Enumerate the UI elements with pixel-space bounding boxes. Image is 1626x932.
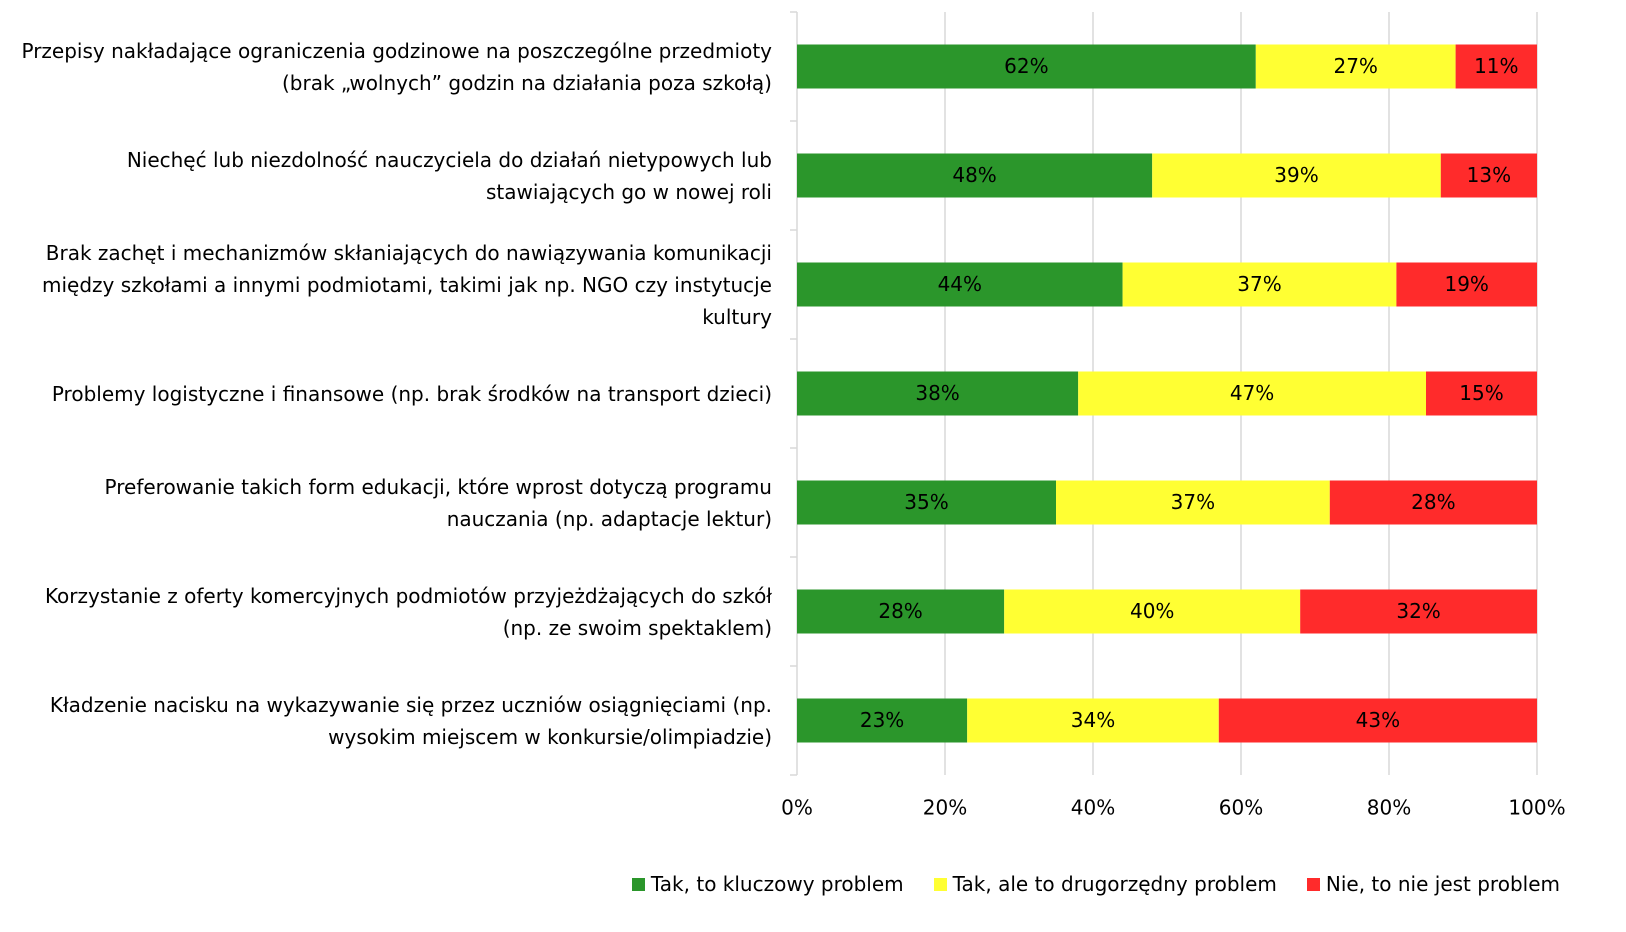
value-label: 37% [1237,272,1281,296]
legend-swatch [1306,877,1320,891]
bar-segment [797,44,1256,89]
value-label: 34% [1071,708,1115,732]
bar-segment [1056,480,1330,525]
bar-segment [1004,589,1301,634]
value-label: 43% [1356,708,1400,732]
x-tick-label: 60% [1219,796,1263,820]
bar-segment [797,480,1056,525]
value-label: 11% [1474,54,1518,78]
legend-label: Tak, to kluczowy problem [650,872,904,896]
value-label: 40% [1130,599,1174,623]
legend-swatch [933,877,947,891]
x-tick-label: 100% [1508,796,1565,820]
bar-segment [1078,371,1426,416]
category-label: Brak zachęt i mechanizmów skłaniających … [41,240,772,329]
value-label: 27% [1333,54,1377,78]
legend-label: Tak, ale to drugorzędny problem [952,872,1277,896]
value-label: 23% [860,708,904,732]
bar-segment [1218,698,1537,743]
value-label: 35% [904,490,948,514]
value-label: 15% [1459,381,1503,405]
category-label: Kładzenie nacisku na wykazywanie się prz… [49,692,772,749]
legend-item: Tak, ale to drugorzędny problem [933,872,1277,896]
value-label: 44% [938,272,982,296]
x-tick-label: 20% [923,796,967,820]
bar-segment [1122,262,1397,307]
bar-segment [797,698,968,743]
value-label: 19% [1444,272,1488,296]
bar-segment [1152,153,1441,198]
bar-segment [1455,44,1537,89]
bar-segment [1440,153,1537,198]
value-label: 38% [915,381,959,405]
x-tick-label: 40% [1071,796,1115,820]
value-label: 32% [1396,599,1440,623]
value-label: 39% [1274,163,1318,187]
legend-item: Nie, to nie jest problem [1306,872,1560,896]
category-label: Przepisy nakładające ograniczenia godzin… [21,38,772,95]
legend-label: Nie, to nie jest problem [1325,872,1560,896]
category-label: Problemy logistyczne i finansowe (np. br… [51,381,772,406]
bar-segment [1255,44,1456,89]
value-label: 48% [952,163,996,187]
x-tick-label: 80% [1367,796,1411,820]
value-label: 37% [1171,490,1215,514]
bar-segment [1329,480,1537,525]
bar-segment [1300,589,1537,634]
value-label: 47% [1230,381,1274,405]
legend-item: Tak, to kluczowy problem [631,872,904,896]
value-label: 28% [1411,490,1455,514]
category-label: Korzystanie z oferty komercyjnych podmio… [44,583,772,640]
bar-segment [797,589,1005,634]
x-tick-label: 0% [781,796,813,820]
bar-segment [797,371,1079,416]
bar-segment [1396,262,1537,307]
legend-swatch [631,877,645,891]
bar-segment [1426,371,1537,416]
bar-segment [967,698,1219,743]
bar-segment [797,262,1123,307]
category-label: Niechęć lub niezdolność nauczyciela do d… [126,147,772,204]
value-label: 28% [878,599,922,623]
legend: Tak, to kluczowy problem Tak, ale to drug… [631,872,1560,896]
category-label: Preferowanie takich form edukacji, które… [104,474,772,531]
value-label: 62% [1004,54,1048,78]
bar-segment [797,153,1153,198]
value-label: 13% [1467,163,1511,187]
